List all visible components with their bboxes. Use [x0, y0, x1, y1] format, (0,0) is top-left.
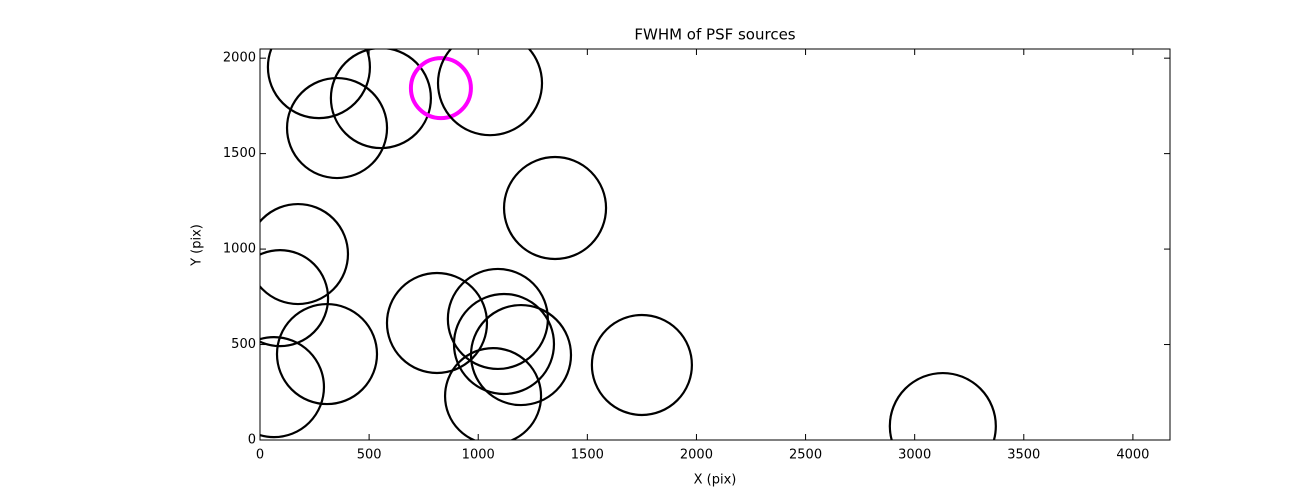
point [266, 49, 372, 120]
point [285, 76, 389, 180]
x-tick-label: 1000 [462, 448, 495, 463]
point [260, 336, 326, 439]
point [260, 249, 330, 348]
x-tick-label: 3500 [1007, 448, 1040, 463]
point [502, 155, 608, 261]
point [469, 303, 573, 407]
point [452, 292, 556, 396]
x-tick-label: 4000 [1116, 448, 1149, 463]
point [275, 302, 379, 406]
y-tick-label: 1000 [223, 242, 256, 257]
y-tick-label: 1500 [223, 146, 256, 161]
y-axis-label: Y (pix) [190, 224, 205, 267]
x-tick-label: 2500 [789, 448, 822, 463]
point [408, 56, 473, 121]
x-tick-label: 1500 [571, 448, 604, 463]
chart-title: FWHM of PSF sources [634, 26, 795, 44]
point [888, 371, 997, 440]
y-tick-label: 500 [231, 337, 256, 352]
point [385, 271, 489, 375]
x-tick-label: 500 [357, 448, 382, 463]
y-tick-label: 0 [248, 433, 256, 448]
point [590, 313, 693, 417]
point [446, 267, 549, 371]
x-axis-label: X (pix) [694, 473, 737, 488]
x-tick-label: 2000 [680, 448, 713, 463]
point [329, 49, 432, 150]
point [436, 49, 544, 137]
point [443, 347, 543, 440]
plot-frame [259, 48, 1171, 441]
y-tick-label: 2000 [223, 51, 256, 66]
x-tick-label: 3000 [898, 448, 931, 463]
x-tick-label: 0 [256, 448, 264, 463]
point [260, 202, 350, 306]
